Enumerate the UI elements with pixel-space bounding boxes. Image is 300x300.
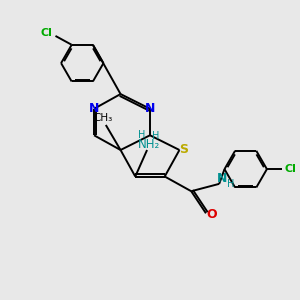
Text: N: N — [217, 172, 227, 185]
Text: H: H — [138, 130, 146, 140]
Text: S: S — [179, 143, 188, 157]
Text: H: H — [227, 179, 234, 189]
Text: NH₂: NH₂ — [137, 138, 160, 151]
Text: H: H — [152, 131, 159, 141]
Text: N: N — [89, 102, 99, 115]
Text: O: O — [206, 208, 217, 221]
Text: Cl: Cl — [41, 28, 52, 38]
Text: Cl: Cl — [284, 164, 296, 174]
Text: CH₃: CH₃ — [93, 113, 112, 124]
Text: N: N — [145, 102, 155, 115]
